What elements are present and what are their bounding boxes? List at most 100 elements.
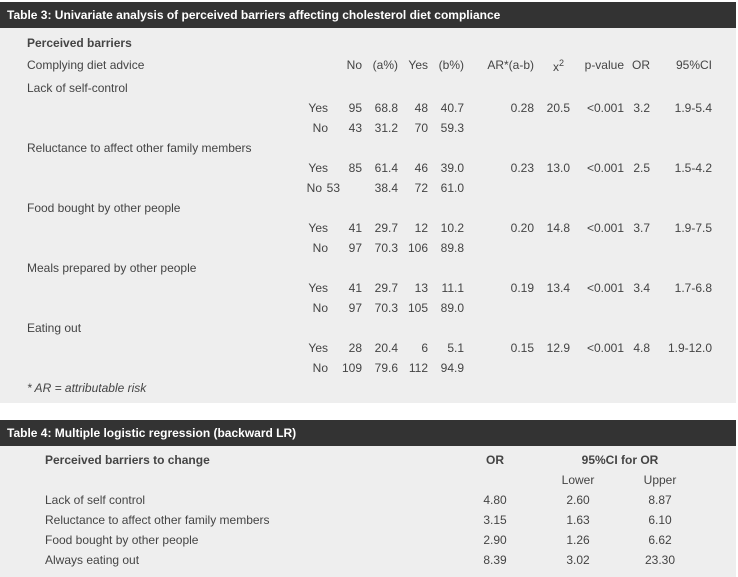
cell-p: <0.001 [586,341,624,355]
cell-ar: 0.23 [510,161,534,175]
cell-a: 29.7 [374,281,398,295]
cell-b: 39.0 [440,161,464,175]
cell-p: <0.001 [586,161,624,175]
table3-header: Table 3: Univariate analysis of perceive… [0,2,736,28]
cell-a: 70.3 [374,301,398,315]
table4-heading: Perceived barriers to change [45,453,210,467]
col-or: OR [632,58,650,72]
table4-row-upper: 23.30 [644,553,676,567]
table4-row-or: 4.80 [483,493,507,507]
cell-b: 10.2 [440,221,464,235]
cell-ci: 1.9-12.0 [667,341,712,355]
table3-title: Table 3: Univariate analysis of perceive… [7,8,501,22]
cell-p: <0.001 [586,281,624,295]
table4-col-upper: Upper [643,473,677,487]
cell-a: 29.7 [374,221,398,235]
cell-no: 85 [348,161,362,175]
cell-ar: 0.20 [510,221,534,235]
table4-title: Table 4: Multiple logistic regression (b… [7,426,297,440]
barrier-name: Lack of self-control [27,81,128,95]
cell-no: 43 [348,121,362,135]
cell-ar: 0.28 [510,101,534,115]
cell-yes: 6 [421,341,428,355]
cell-a: 61.4 [374,161,398,175]
table4-row-name: Always eating out [45,553,140,567]
row-label: No [312,361,328,375]
table3-subheading: Complying diet advice [27,58,145,72]
table3-footnote: * AR = attributable risk [27,381,147,395]
table4-col-or: OR [486,453,504,467]
cell-yes: 46 [414,161,428,175]
cell-b: 59.3 [440,121,464,135]
cell-or: 4.8 [633,341,650,355]
cell-no: 97 [348,241,362,255]
cell-b: 61.0 [440,181,464,195]
cell-yes: 112 [408,361,428,375]
table4-row-upper: 8.87 [648,493,672,507]
col-a-pct: (a%) [372,58,398,72]
cell-a: 31.2 [374,121,398,135]
cell-chi: 13.0 [546,161,570,175]
col-chi-sup: 2 [559,58,565,68]
col-yes: Yes [408,58,428,72]
table4-row-or: 2.90 [483,533,507,547]
table4-row-upper: 6.62 [648,533,672,547]
cell-chi: 12.9 [546,341,570,355]
barrier-name: Reluctance to affect other family member… [27,141,252,155]
row-label: No [306,181,322,195]
table4-row-name: Food bought by other people [45,533,199,547]
col-chi: x2 [553,58,564,74]
row-label: Yes [308,101,328,115]
cell-ar: 0.19 [510,281,534,295]
cell-or: 3.7 [633,221,650,235]
table4-row-lower: 1.26 [566,533,590,547]
col-chi-letter: x [553,60,559,74]
col-ci: 95%CI [675,58,712,72]
cell-yes: 13 [414,281,428,295]
cell-ci: 1.9-7.5 [674,221,712,235]
cell-b: 40.7 [440,101,464,115]
cell-yes: 106 [407,241,428,255]
cell-ci: 1.9-5.4 [674,101,712,115]
cell-no: 41 [348,221,362,235]
cell-a: 20.4 [374,341,398,355]
cell-chi: 14.8 [546,221,570,235]
cell-yes: 72 [414,181,428,195]
cell-or: 3.2 [633,101,650,115]
cell-no: 109 [341,361,362,375]
cell-chi: 13.4 [546,281,570,295]
table4-row-lower: 1.63 [566,513,590,527]
cell-p: <0.001 [586,221,624,235]
table4-row-name: Reluctance to affect other family member… [45,513,270,527]
cell-or: 3.4 [633,281,650,295]
table3-heading: Perceived barriers [27,36,132,50]
cell-ci: 1.7-6.8 [674,281,712,295]
cell-a: 38.4 [374,181,398,195]
cell-yes: 105 [407,301,428,315]
row-label: Yes [308,281,328,295]
cell-no: 95 [348,101,362,115]
table4-header: Table 4: Multiple logistic regression (b… [0,420,736,446]
cell-yes: 48 [414,101,428,115]
col-p: p-value [584,58,624,72]
table4-row-lower: 3.02 [566,553,590,567]
cell-no: 53 [326,181,340,195]
row-label: No [312,121,328,135]
cell-a: 70.3 [374,241,398,255]
table3-panel: Table 3: Univariate analysis of perceive… [0,2,736,403]
cell-yes: 70 [414,121,428,135]
row-label: Yes [308,161,328,175]
cell-b: 11.1 [441,281,464,295]
cell-chi: 20.5 [546,101,570,115]
table4-row-or: 3.15 [483,513,507,527]
cell-ci: 1.5-4.2 [674,161,712,175]
table4-row-upper: 6.10 [648,513,672,527]
table4-row-name: Lack of self control [45,493,146,507]
cell-no: 41 [348,281,362,295]
table4-col-lower: Lower [561,473,595,487]
barrier-name: Food bought by other people [27,201,181,215]
table4-row-lower: 2.60 [566,493,590,507]
barrier-name: Meals prepared by other people [27,261,197,275]
cell-or: 2.5 [633,161,650,175]
cell-b: 89.8 [440,241,464,255]
